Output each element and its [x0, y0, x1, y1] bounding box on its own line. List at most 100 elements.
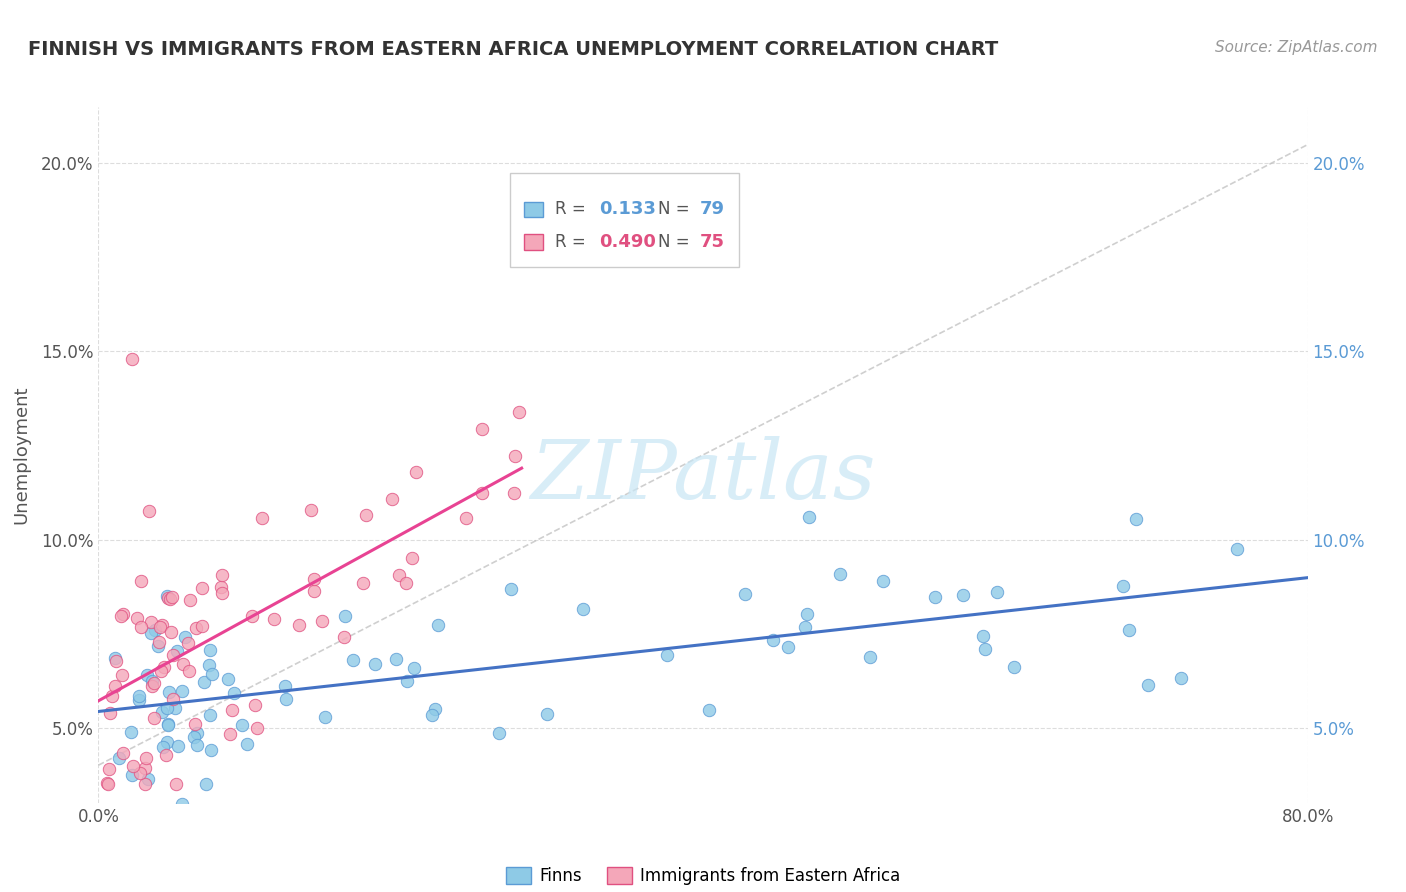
Point — [302, 573, 325, 587]
Point — [508, 404, 530, 418]
Point — [219, 727, 242, 741]
Point — [1118, 624, 1140, 638]
Point — [166, 644, 188, 658]
Point — [156, 589, 179, 603]
Point — [129, 766, 152, 780]
Point — [162, 648, 184, 663]
Point — [384, 652, 406, 666]
Point — [110, 609, 132, 624]
Point — [1170, 671, 1192, 685]
Point — [536, 706, 558, 721]
Point — [153, 659, 176, 673]
Point — [404, 661, 426, 675]
Point — [1136, 678, 1159, 692]
Point — [177, 664, 200, 678]
Point — [655, 648, 678, 662]
Point — [1226, 541, 1249, 556]
Text: 79: 79 — [700, 201, 725, 219]
Point — [135, 750, 157, 764]
Point — [423, 702, 446, 716]
FancyBboxPatch shape — [524, 235, 543, 250]
Point — [134, 777, 156, 791]
Point — [139, 615, 162, 629]
Text: FINNISH VS IMMIGRANTS FROM EASTERN AFRICA UNEMPLOYMENT CORRELATION CHART: FINNISH VS IMMIGRANTS FROM EASTERN AFRIC… — [28, 40, 998, 59]
Point — [799, 510, 821, 524]
Text: 75: 75 — [700, 233, 725, 251]
Point — [159, 591, 181, 606]
Point — [224, 686, 246, 700]
Point — [211, 567, 233, 582]
Point — [381, 491, 404, 506]
Point — [155, 747, 177, 762]
Point — [354, 508, 377, 523]
Point — [335, 608, 357, 623]
Point — [388, 567, 411, 582]
Point — [160, 590, 183, 604]
Point — [136, 667, 159, 681]
Point — [405, 465, 427, 479]
Point — [427, 618, 450, 632]
Point — [156, 718, 179, 732]
Point — [252, 510, 274, 524]
Point — [165, 777, 187, 791]
Point — [157, 716, 180, 731]
Text: 0.490: 0.490 — [599, 233, 657, 251]
Point — [211, 586, 233, 600]
Point — [163, 701, 186, 715]
Point — [200, 742, 222, 756]
Point — [172, 683, 194, 698]
Text: N =: N = — [658, 233, 695, 251]
Point — [859, 650, 882, 665]
Point — [172, 657, 194, 671]
Point — [141, 679, 163, 693]
Point — [974, 641, 997, 656]
Point — [572, 601, 595, 615]
Point — [138, 504, 160, 518]
Point — [401, 551, 423, 566]
Point — [299, 503, 322, 517]
Point — [273, 679, 295, 693]
Point — [221, 703, 243, 717]
Point — [128, 693, 150, 707]
Point — [796, 607, 818, 621]
Point — [311, 614, 333, 628]
Point — [420, 707, 443, 722]
Point — [183, 731, 205, 745]
Point — [129, 620, 152, 634]
Point — [924, 590, 946, 604]
Point — [762, 632, 785, 647]
Text: R =: R = — [555, 233, 591, 251]
Point — [1112, 579, 1135, 593]
Text: R =: R = — [555, 201, 591, 219]
Text: N =: N = — [658, 201, 695, 219]
Point — [97, 777, 120, 791]
Point — [112, 746, 135, 760]
FancyBboxPatch shape — [524, 202, 543, 217]
Point — [274, 692, 297, 706]
Point — [143, 624, 166, 638]
Point — [395, 673, 418, 688]
Point — [157, 685, 180, 699]
Point — [142, 676, 165, 690]
Point — [952, 589, 974, 603]
Point — [97, 762, 120, 776]
Point — [395, 575, 418, 590]
Point — [198, 643, 221, 657]
Point — [246, 721, 269, 735]
Text: Source: ZipAtlas.com: Source: ZipAtlas.com — [1215, 40, 1378, 55]
Point — [167, 739, 190, 753]
Point — [972, 629, 994, 643]
Point — [121, 768, 143, 782]
Point — [503, 449, 526, 463]
Point — [342, 652, 364, 666]
Point — [198, 658, 221, 673]
Point — [128, 689, 150, 703]
Point — [184, 621, 207, 635]
Point — [1002, 660, 1025, 674]
Y-axis label: Unemployment: Unemployment — [11, 385, 30, 524]
Point — [156, 700, 179, 714]
Point — [149, 620, 172, 634]
Point — [156, 591, 179, 605]
Point — [143, 711, 166, 725]
Point — [103, 650, 125, 665]
